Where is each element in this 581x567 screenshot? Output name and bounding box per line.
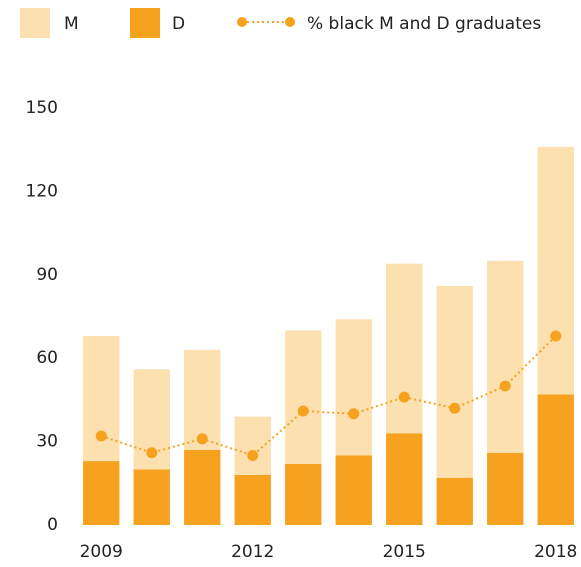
bar [285,463,322,525]
bar [285,330,322,464]
legend: M D % black M and D graduates [20,8,541,38]
bar [335,455,372,525]
bar [537,394,574,525]
x-tick-label: 2012 [231,542,274,562]
line-marker [550,330,562,342]
line-marker [146,447,158,459]
legend-marker [285,17,295,27]
bar [386,263,423,434]
bar [537,146,574,395]
y-tick-label: 60 [36,348,58,368]
line [100,335,557,457]
bar [487,452,524,525]
line-marker [398,391,410,403]
line-marker [297,405,309,417]
legend-label: M [64,14,79,34]
bar [133,469,170,525]
y-tick-label: 150 [26,98,58,118]
line-marker [449,402,461,414]
bar [83,335,120,462]
y-tick-label: 0 [47,515,58,535]
bar [234,416,271,475]
legend-swatch [20,8,50,38]
bar [487,260,524,453]
bar [436,285,473,478]
y-tick-label: 90 [36,265,58,285]
legend-label: % black M and D graduates [307,14,541,34]
bar [234,474,271,525]
bar [386,433,423,525]
line-marker [95,430,107,442]
line-marker [247,450,259,461]
x-tick-label: 2009 [80,542,123,562]
line-marker [348,408,360,420]
bar [184,449,221,525]
line-marker [196,433,208,445]
y-tick-label: 120 [26,181,58,201]
bar [335,319,372,456]
legend-label: D [172,14,185,34]
y-tick-label: 30 [36,432,58,452]
legend-swatch [130,8,160,38]
legend-marker [237,17,247,27]
x-tick-label: 2018 [534,542,577,562]
line-marker [499,380,511,392]
x-tick-label: 2015 [383,542,426,562]
bar [436,477,473,525]
bar [184,349,221,450]
bar [83,461,120,525]
